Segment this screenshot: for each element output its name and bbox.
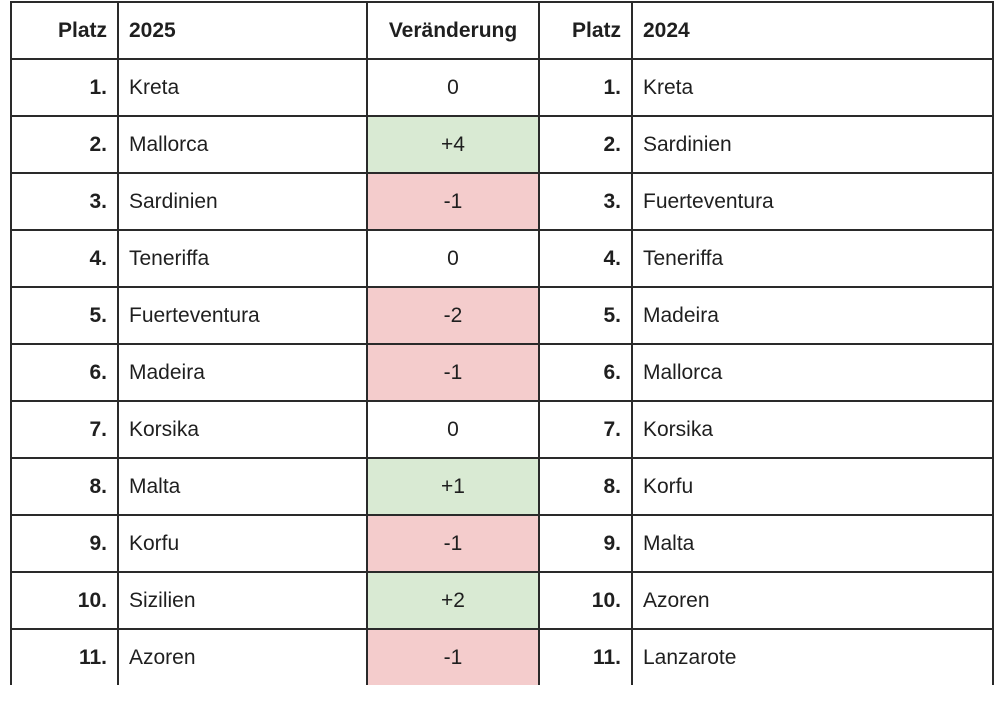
island-2025: Korfu bbox=[117, 514, 368, 573]
rank-2025: 8. bbox=[10, 457, 119, 516]
table-row: 10. Sizilien +2 10. Azoren bbox=[10, 571, 994, 630]
table-row: 6. Madeira -1 6. Mallorca bbox=[10, 343, 994, 402]
island-2025: Mallorca bbox=[117, 115, 368, 174]
island-2025: Kreta bbox=[117, 58, 368, 117]
rank-2024: 8. bbox=[538, 457, 633, 516]
change-value: -1 bbox=[366, 172, 540, 231]
rank-2025: 11. bbox=[10, 628, 119, 685]
header-platz-2024: Platz bbox=[538, 1, 633, 60]
change-value: +4 bbox=[366, 115, 540, 174]
change-value: 0 bbox=[366, 229, 540, 288]
island-2024: Korfu bbox=[631, 457, 994, 516]
rank-2024: 3. bbox=[538, 172, 633, 231]
rank-2024: 9. bbox=[538, 514, 633, 573]
change-value: -1 bbox=[366, 343, 540, 402]
island-2025: Teneriffa bbox=[117, 229, 368, 288]
change-value: 0 bbox=[366, 400, 540, 459]
island-2024: Azoren bbox=[631, 571, 994, 630]
ranking-table-body: Platz 2025 Veränderung Platz 2024 1. Kret… bbox=[10, 1, 994, 685]
header-change: Veränderung bbox=[366, 1, 540, 60]
island-2024: Malta bbox=[631, 514, 994, 573]
island-2024: Lanzarote bbox=[631, 628, 994, 685]
island-2024: Korsika bbox=[631, 400, 994, 459]
island-2024: Fuerteventura bbox=[631, 172, 994, 231]
change-value: -1 bbox=[366, 628, 540, 685]
table-row: 5. Fuerteventura -2 5. Madeira bbox=[10, 286, 994, 345]
rank-2024: 11. bbox=[538, 628, 633, 685]
rank-2025: 5. bbox=[10, 286, 119, 345]
island-2024: Kreta bbox=[631, 58, 994, 117]
header-year-2025: 2025 bbox=[117, 1, 368, 60]
island-2025: Madeira bbox=[117, 343, 368, 402]
island-2025: Korsika bbox=[117, 400, 368, 459]
island-2025: Malta bbox=[117, 457, 368, 516]
rank-2024: 1. bbox=[538, 58, 633, 117]
change-value: +2 bbox=[366, 571, 540, 630]
rank-2024: 5. bbox=[538, 286, 633, 345]
table-row: 2. Mallorca +4 2. Sardinien bbox=[10, 115, 994, 174]
change-value: -1 bbox=[366, 514, 540, 573]
island-2024: Sardinien bbox=[631, 115, 994, 174]
rank-2024: 10. bbox=[538, 571, 633, 630]
rank-2025: 3. bbox=[10, 172, 119, 231]
change-value: +1 bbox=[366, 457, 540, 516]
ranking-table: Platz 2025 Veränderung Platz 2024 1. Kret… bbox=[10, 1, 994, 685]
island-2024: Teneriffa bbox=[631, 229, 994, 288]
island-2025: Sizilien bbox=[117, 571, 368, 630]
rank-2025: 7. bbox=[10, 400, 119, 459]
island-2024: Madeira bbox=[631, 286, 994, 345]
table-row: 4. Teneriffa 0 4. Teneriffa bbox=[10, 229, 994, 288]
change-value: -2 bbox=[366, 286, 540, 345]
rank-2024: 2. bbox=[538, 115, 633, 174]
header-year-2024: 2024 bbox=[631, 1, 994, 60]
rank-2024: 6. bbox=[538, 343, 633, 402]
table-row: 7. Korsika 0 7. Korsika bbox=[10, 400, 994, 459]
rank-2025: 10. bbox=[10, 571, 119, 630]
island-2025: Fuerteventura bbox=[117, 286, 368, 345]
rank-2025: 1. bbox=[10, 58, 119, 117]
change-value: 0 bbox=[366, 58, 540, 117]
rank-2025: 2. bbox=[10, 115, 119, 174]
rank-2025: 6. bbox=[10, 343, 119, 402]
island-2025: Sardinien bbox=[117, 172, 368, 231]
rank-2024: 4. bbox=[538, 229, 633, 288]
rank-2025: 9. bbox=[10, 514, 119, 573]
rank-2024: 7. bbox=[538, 400, 633, 459]
table-row: 8. Malta +1 8. Korfu bbox=[10, 457, 994, 516]
table-row: 3. Sardinien -1 3. Fuerteventura bbox=[10, 172, 994, 231]
table-row: 11. Azoren -1 11. Lanzarote bbox=[10, 628, 994, 685]
island-2024: Mallorca bbox=[631, 343, 994, 402]
header-row: Platz 2025 Veränderung Platz 2024 bbox=[10, 1, 994, 60]
header-platz-2025: Platz bbox=[10, 1, 119, 60]
table-row: 9. Korfu -1 9. Malta bbox=[10, 514, 994, 573]
rank-2025: 4. bbox=[10, 229, 119, 288]
island-2025: Azoren bbox=[117, 628, 368, 685]
table-row: 1. Kreta 0 1. Kreta bbox=[10, 58, 994, 117]
